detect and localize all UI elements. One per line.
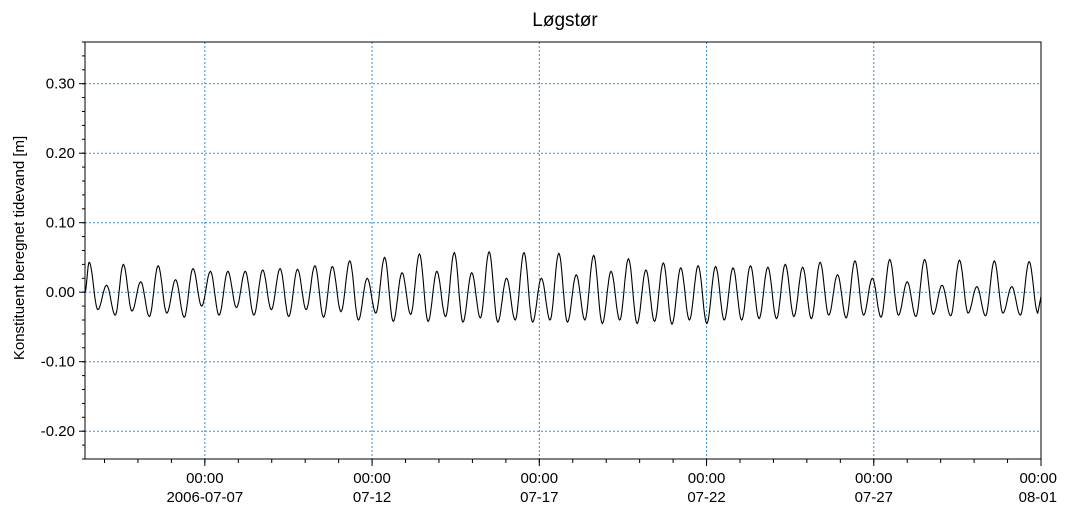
x-tick-date-label: 2006-07-07 — [166, 489, 243, 506]
x-tick-date-label: 07-22 — [687, 489, 725, 506]
x-tick-date-label: 07-12 — [353, 489, 391, 506]
x-tick-time-label: 00:00 — [688, 470, 726, 487]
x-tick-time-label: 00:00 — [1019, 470, 1057, 487]
axes: -0.20 -0.10 0.00 0.10 0.20 0.30 00:00 2006-07-0… — [41, 41, 1057, 506]
grid-lines — [85, 42, 1041, 459]
x-tick-time-label: 00:00 — [186, 470, 224, 487]
plot-frame — [84, 41, 1042, 460]
x-tick-date-label: 07-17 — [520, 489, 558, 506]
y-tick-label: -0.10 — [41, 354, 75, 371]
x-tick-time-label: 00:00 — [353, 470, 391, 487]
y-tick-label: 0.10 — [46, 215, 75, 232]
x-tick-time-label: 00:00 — [855, 470, 893, 487]
x-tick-date-label: 07-27 — [855, 489, 893, 506]
y-tick-label: 0.30 — [46, 76, 75, 93]
series-layer — [84, 250, 1042, 326]
y-tick-label: -0.20 — [41, 423, 75, 440]
y-axis-label: Konstituent beregnet tidevand [m] — [11, 136, 28, 360]
chart-title: Løgstør — [532, 10, 598, 31]
y-tick-label: 0.20 — [46, 145, 75, 162]
y-tick-label: 0.00 — [46, 284, 75, 301]
x-tick-date-label: 08-01 — [1019, 489, 1057, 506]
series-line-tide — [84, 250, 1042, 326]
x-tick-time-label: 00:00 — [521, 470, 559, 487]
